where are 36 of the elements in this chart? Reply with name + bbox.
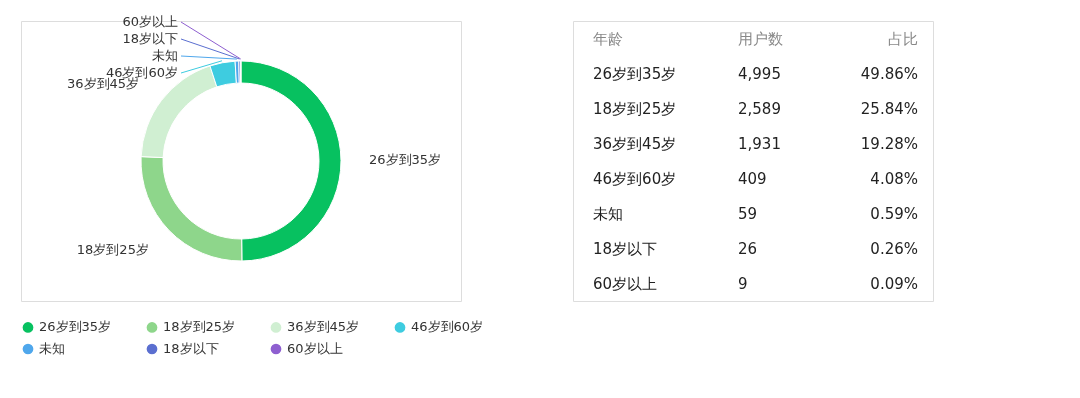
category-label: 60岁以上 <box>593 274 658 293</box>
slice-label: 18岁以下 <box>122 31 178 46</box>
category-label: 36岁到45岁 <box>593 134 677 153</box>
text: 占比 <box>888 29 918 48</box>
text: 4.08% <box>870 169 918 188</box>
slice-label: 未知 <box>152 48 178 63</box>
text: 409 <box>738 169 767 188</box>
text: 25.84% <box>860 99 918 118</box>
slice-label: 26岁到35岁 <box>369 152 442 168</box>
slice-label: 18岁到25岁 <box>76 241 149 257</box>
text: 9 <box>738 274 748 293</box>
category-label: 46岁到60岁 <box>593 169 677 188</box>
category-label: 18岁到25岁 <box>593 99 677 118</box>
legend-label: 60岁以上 <box>287 341 343 356</box>
slice-label: 60岁以上 <box>122 14 178 29</box>
legend-label: 36岁到45岁 <box>287 319 360 335</box>
text: 59 <box>738 204 758 223</box>
text: 0.26% <box>870 239 918 258</box>
legend-label: 18岁以下 <box>163 341 219 356</box>
legend-label: 未知 <box>39 341 65 356</box>
category-label: 18岁以下 <box>593 239 658 258</box>
text: 49.86% <box>860 64 918 83</box>
text: 0.09% <box>870 274 918 293</box>
text: 4,995 <box>738 64 781 83</box>
text: 年龄 <box>593 29 623 48</box>
text: 19.28% <box>860 134 918 153</box>
legend-label: 26岁到35岁 <box>39 319 112 335</box>
text: 26 <box>738 239 758 258</box>
text: 1,931 <box>738 134 781 153</box>
text: 2,589 <box>738 99 781 118</box>
category-label: 26岁到35岁 <box>593 64 677 83</box>
legend-label: 46岁到60岁 <box>411 319 484 335</box>
text: 0.59% <box>870 204 918 223</box>
category-label: 未知 <box>593 204 623 223</box>
text: 用户数 <box>738 29 783 48</box>
legend-label: 18岁到25岁 <box>163 319 236 335</box>
